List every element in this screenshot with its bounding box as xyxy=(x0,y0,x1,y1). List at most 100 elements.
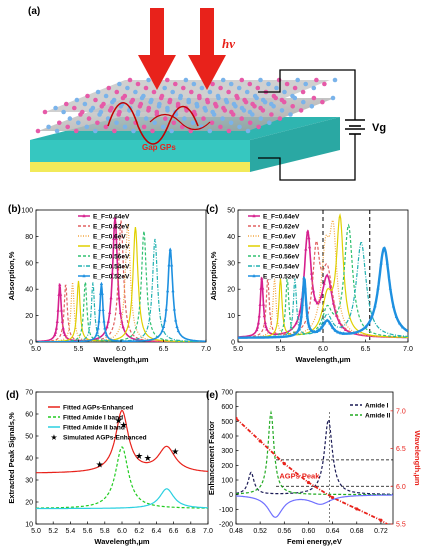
series-marker xyxy=(317,328,321,332)
graphene-atom xyxy=(276,77,282,83)
y-axis-label: Enhancement Factor xyxy=(207,421,216,495)
graphene-atom xyxy=(107,108,113,113)
graphene-atom xyxy=(151,89,157,95)
series-marker xyxy=(322,281,326,285)
y-tick-label: 10 xyxy=(25,522,33,529)
y-tick-label: 0 xyxy=(229,492,233,499)
agps-peak-annotation: AGPs Peak xyxy=(279,472,320,481)
agps-peak-marker xyxy=(306,480,311,485)
graphene-atom xyxy=(218,124,223,130)
graphene-atom xyxy=(88,108,94,113)
graphene-atom xyxy=(214,104,219,109)
x-axis-label: Wavelength,μm xyxy=(295,355,350,364)
graphene-atom xyxy=(72,105,77,111)
series-marker xyxy=(322,321,327,325)
graphene-atom xyxy=(203,108,208,113)
y-tick-label: 50 xyxy=(227,208,235,215)
graphene-atom xyxy=(189,89,194,95)
graphene-atom xyxy=(133,89,138,95)
x-tick-label: 5.8 xyxy=(100,528,110,535)
graphene-atom xyxy=(95,120,100,126)
panel-b-label: (b) xyxy=(8,204,21,215)
series-marker xyxy=(257,314,261,318)
series-marker xyxy=(162,324,166,329)
series-marker xyxy=(171,288,175,293)
graphene-atom xyxy=(143,116,149,121)
graphene-atom xyxy=(300,89,306,95)
series-marker xyxy=(99,281,104,286)
series-marker xyxy=(96,326,100,330)
graphene-atom xyxy=(267,120,272,126)
chart-c: (c) 5.0 5.5 6.0 6.5 7.0 0 10 20 30 40 50 Wavelength,… xyxy=(206,204,413,364)
graphene-atom xyxy=(95,89,101,95)
graphene-atom xyxy=(135,112,141,117)
y-tick-label: 400 xyxy=(221,434,233,441)
gap-gps-label: Gap GPs xyxy=(142,143,176,152)
series-marker xyxy=(98,307,102,312)
series-line xyxy=(236,494,393,518)
graphene-atom xyxy=(84,124,90,130)
graphene-atom xyxy=(125,85,130,91)
series-marker xyxy=(104,332,109,337)
y-axis-label: Absorption,% xyxy=(209,251,218,300)
graphene-atom xyxy=(57,120,62,126)
graphene-atom xyxy=(148,99,153,105)
graphene-atom xyxy=(152,120,157,126)
graphene-atom xyxy=(61,109,66,115)
series-marker xyxy=(308,245,312,249)
series-marker xyxy=(339,331,343,335)
graphene-atom xyxy=(226,128,232,134)
series-line xyxy=(36,409,208,474)
graphene-atom xyxy=(235,95,240,101)
y-tick-label: 30 xyxy=(227,260,235,267)
graphene-atom xyxy=(228,81,234,87)
series-marker xyxy=(299,314,304,318)
series-marker xyxy=(304,302,308,306)
agps-peak-marker xyxy=(379,518,383,522)
graphene-atom xyxy=(207,128,213,134)
series-line xyxy=(238,223,408,339)
graphene-atom xyxy=(243,99,249,105)
y-tick-label: 100 xyxy=(221,478,233,485)
y-tick-label: 50 xyxy=(25,434,33,441)
x-tick-label: 0.52 xyxy=(253,528,267,535)
series-marker xyxy=(305,313,309,317)
graphene-atom xyxy=(114,89,120,95)
series-marker xyxy=(113,215,117,220)
graphene-atom xyxy=(116,112,121,117)
series-line xyxy=(238,242,408,339)
series-marker xyxy=(112,236,116,241)
series-marker xyxy=(53,332,57,337)
series-marker xyxy=(163,318,167,322)
graphene-atom xyxy=(239,77,245,83)
graphene-atom xyxy=(239,116,244,121)
series-line xyxy=(36,488,208,510)
series-marker xyxy=(56,308,60,312)
legend-entry: E_F=0.56eV xyxy=(93,254,130,261)
graphene-atom xyxy=(178,95,183,101)
graphene-atom xyxy=(262,99,268,105)
graphene-atom xyxy=(279,108,285,113)
graphene-atom xyxy=(190,120,196,126)
y-tick-label: 70 xyxy=(25,390,33,397)
graphene-atom xyxy=(314,77,319,83)
graphene-atom xyxy=(237,124,242,130)
series-marker xyxy=(325,318,329,322)
graphene-atom xyxy=(260,108,266,113)
y-axis-label: Extracted Peak Signals,% xyxy=(7,412,16,504)
series-line xyxy=(238,246,408,339)
series-marker xyxy=(255,325,260,329)
series-marker xyxy=(331,301,335,305)
series-marker xyxy=(176,328,180,333)
graphene-atom xyxy=(162,85,167,91)
series-marker xyxy=(370,314,374,318)
series-marker xyxy=(260,276,264,280)
y-tick-label: -200 xyxy=(219,522,233,529)
x-tick-label: 6.2 xyxy=(134,528,144,535)
graphene-atom xyxy=(309,104,315,109)
series-marker xyxy=(54,326,59,330)
graphene-atom xyxy=(301,99,306,105)
legend-marker xyxy=(82,274,86,278)
graphene-atom xyxy=(85,93,90,99)
